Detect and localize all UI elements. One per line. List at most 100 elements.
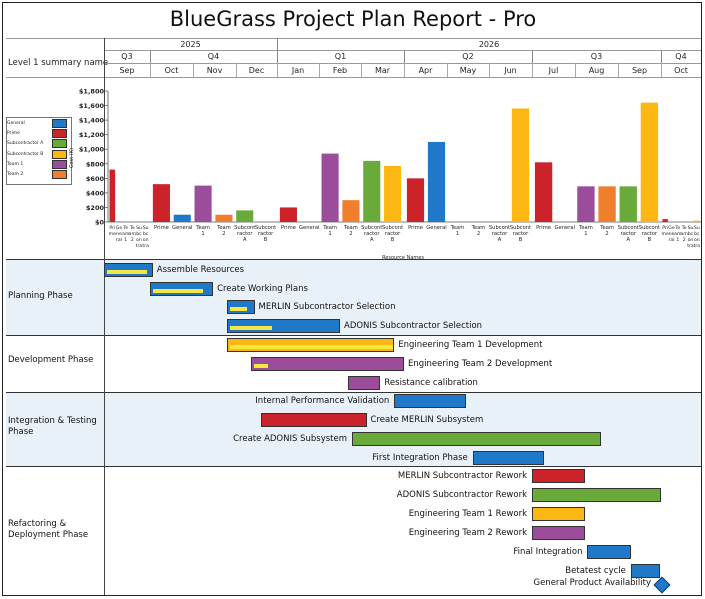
x-category-label-line: ractor	[258, 231, 274, 237]
chart-bar	[363, 160, 381, 222]
task-bar	[261, 413, 367, 427]
x-category-label-line: Ge	[116, 225, 123, 231]
chart-bar	[406, 178, 425, 222]
legend-label: Team 2	[7, 172, 24, 177]
phase-divider	[6, 335, 701, 336]
legend-swatch	[52, 149, 67, 159]
x-category-label-line: on	[136, 238, 142, 243]
x-category-label: Subcont ractor B	[639, 225, 660, 243]
x-category-label: Su bc on tra	[136, 225, 143, 249]
month-label: Jul	[548, 66, 559, 75]
x-category-label-line: ral	[116, 237, 122, 243]
x-category-label-line: Subcont	[618, 225, 639, 231]
task-label: Engineering Team 1 Development	[398, 340, 543, 350]
x-category-label-line: ractor	[642, 231, 658, 237]
chart-bar	[640, 102, 659, 222]
task-progress	[230, 326, 272, 330]
y-tick-label: $800	[86, 160, 105, 168]
task-label: First Integration Phase	[372, 453, 468, 463]
x-category-label: Prime	[408, 225, 423, 231]
chart-bar	[236, 210, 254, 222]
task-label: Betatest cycle	[565, 566, 626, 576]
x-category-label-line: B	[648, 237, 652, 243]
month-divider	[150, 63, 151, 77]
quarter-divider	[277, 50, 278, 63]
legend-swatch	[52, 139, 67, 149]
x-category-label-line: Su	[143, 225, 149, 231]
legend-swatch	[52, 170, 67, 179]
x-category-label-line: Te	[674, 225, 680, 231]
x-category-label-line: Team	[450, 225, 465, 231]
x-category-label-line: ractor	[237, 231, 253, 237]
x-category-label-line: 1	[456, 231, 459, 237]
month-label: Sep	[119, 66, 135, 75]
legend-label: Prime	[7, 131, 20, 137]
legend-swatch	[52, 119, 67, 128]
chart-bar	[694, 220, 700, 222]
chart-bar	[194, 185, 212, 222]
year-divider	[277, 38, 278, 50]
phase-label: Development Phase	[8, 355, 94, 365]
x-category-label-line: Team	[599, 225, 614, 231]
x-category-label-line: ractor	[385, 231, 401, 237]
x-category-label-line: ne	[669, 232, 675, 237]
x-category-label: Subcont ractor B	[382, 225, 403, 243]
x-category-label-line: on	[694, 238, 700, 243]
x-category-label-line: ral	[669, 237, 675, 243]
quarter-label: Q3	[590, 52, 603, 61]
x-category-label-line: am	[122, 232, 130, 237]
month-label: May	[459, 66, 477, 75]
x-category-label-line: B	[264, 237, 268, 243]
x-category-label-line: Su	[688, 225, 694, 231]
task-label: MERLIN Subcontractor Selection	[258, 302, 396, 312]
month-label: Jan	[291, 66, 305, 75]
month-divider	[361, 63, 362, 77]
x-category-label-line: Team	[322, 225, 337, 231]
task-progress	[230, 307, 247, 311]
x-category-label-line: 1	[676, 237, 679, 243]
x-category-label-line: 1	[201, 231, 204, 237]
chart-bar	[173, 214, 191, 222]
x-category-label-line: Team	[343, 225, 358, 231]
x-category-label-line: Pri	[662, 225, 668, 231]
month-divider	[618, 63, 619, 77]
header-line	[6, 38, 701, 39]
y-tick-label: $600	[86, 175, 105, 183]
x-category-label-line: ractor	[513, 231, 529, 237]
x-category-label-line: 1	[328, 231, 331, 237]
phase-divider	[6, 392, 701, 393]
phase-label: Integration & Testing Phase	[8, 416, 97, 437]
quarter-divider	[150, 50, 151, 63]
x-category-label-line: Team	[216, 225, 231, 231]
x-category-label-line: Su	[694, 225, 700, 231]
month-divider	[661, 63, 662, 77]
x-category-label-line: Subcont	[255, 225, 276, 231]
x-axis-title: Resource Names	[382, 255, 424, 261]
x-category-label-line: bc	[688, 231, 694, 237]
x-category-label: Subcont ractor A	[234, 225, 255, 243]
month-divider	[489, 63, 490, 77]
month-label: Oct	[674, 66, 688, 75]
chart-bar	[342, 200, 360, 222]
chart-bar	[384, 165, 402, 222]
task-label: Final Integration	[513, 547, 583, 557]
x-category-label-line: Te	[129, 225, 135, 231]
task-bar	[630, 564, 660, 578]
y-tick-label: $0	[95, 219, 105, 227]
x-category-label: Su bc on tra	[142, 225, 149, 249]
y-tick-label: $1,200	[79, 131, 105, 139]
quarter-divider	[661, 50, 662, 63]
x-category-label-line: tra	[142, 243, 149, 249]
task-label: Create Working Plans	[217, 284, 308, 294]
legend-label: Team 1	[7, 161, 24, 167]
x-category-label-line: ne	[116, 232, 122, 237]
x-category-label-line: A	[498, 237, 502, 243]
chart-bar	[321, 153, 339, 222]
task-bar	[394, 394, 466, 408]
